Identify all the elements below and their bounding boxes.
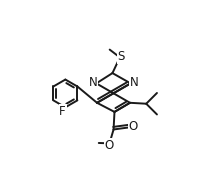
Text: N: N	[89, 76, 97, 89]
Text: N: N	[130, 76, 138, 89]
Text: S: S	[117, 50, 125, 63]
Text: O: O	[104, 139, 114, 152]
Text: F: F	[59, 105, 66, 118]
Text: O: O	[129, 120, 138, 133]
